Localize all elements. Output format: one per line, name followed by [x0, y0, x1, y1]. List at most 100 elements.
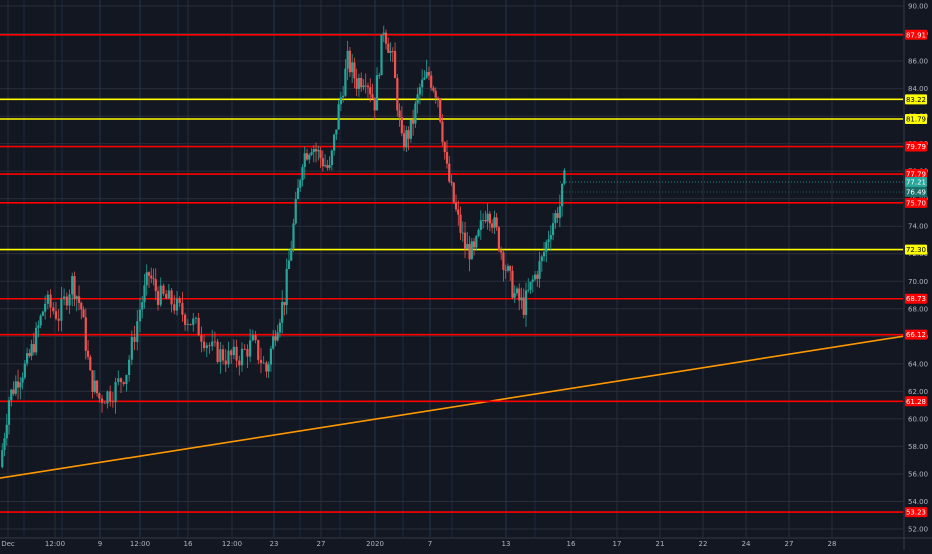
candle-body — [39, 315, 42, 326]
candle-body — [335, 129, 338, 135]
candle-body — [80, 302, 83, 310]
candle-body — [434, 90, 437, 98]
level-tag — [905, 396, 927, 407]
candle-body — [500, 249, 503, 253]
price-axis[interactable]: 52.0054.0056.0058.0060.0062.0064.0066.00… — [903, 0, 928, 550]
candle-body — [344, 68, 347, 96]
level-tag-label: 68.73 — [906, 295, 926, 303]
candle-body — [312, 148, 315, 153]
candle-body — [235, 346, 238, 361]
candle-body — [389, 51, 392, 53]
candle-body — [281, 301, 284, 323]
price-tag-label: 77.21 — [906, 179, 926, 187]
candle-body — [314, 148, 318, 152]
candle-body — [459, 214, 462, 233]
candle-body — [450, 181, 453, 183]
candle-body — [357, 77, 361, 89]
candle-body — [443, 142, 446, 153]
candle-body — [482, 219, 485, 221]
candle-body — [342, 95, 345, 98]
candle-body — [524, 290, 528, 315]
candle-body — [463, 232, 467, 250]
price-tag — [905, 186, 927, 197]
candle-body — [511, 270, 514, 298]
candle-body — [173, 304, 176, 311]
y-tick-label: 58.00 — [908, 443, 928, 451]
candle-body — [536, 274, 539, 279]
candle-body — [484, 219, 487, 222]
candle-body — [348, 50, 352, 73]
candle-body — [375, 75, 379, 111]
candle-body — [531, 279, 534, 282]
candle-body — [19, 382, 22, 388]
candle-body — [16, 381, 20, 388]
candle-body — [561, 183, 564, 207]
candle-body — [518, 288, 521, 301]
candle-body — [95, 380, 99, 394]
candle-body — [265, 362, 268, 372]
candle-body — [91, 370, 94, 392]
level-tag-label: 87.91 — [906, 31, 926, 39]
candle-body — [46, 294, 49, 304]
candle-body — [232, 346, 235, 356]
candle-body — [136, 321, 139, 342]
candle-body — [378, 75, 381, 76]
candle-body — [230, 350, 233, 356]
y-tick-label: 68.00 — [908, 305, 928, 313]
candle-body — [89, 356, 92, 371]
price-tag — [905, 177, 927, 188]
level-tag — [905, 244, 927, 255]
level-tag-label: 66.12 — [906, 331, 926, 339]
candle-body — [398, 110, 401, 118]
candle-body — [486, 213, 489, 222]
candle-body — [547, 239, 550, 242]
x-tick-label: Dec — [1, 540, 15, 548]
candle-body — [100, 398, 104, 403]
candle-body — [77, 296, 81, 303]
x-tick-label: 12:00 — [45, 540, 65, 548]
candle-body — [54, 311, 58, 319]
candle-body — [538, 261, 541, 279]
candle-body — [178, 298, 181, 303]
candle-body — [216, 341, 219, 362]
candle-body — [522, 297, 525, 315]
level-tag — [905, 293, 927, 304]
x-tick-label: 28 — [828, 540, 837, 548]
candle-body — [211, 341, 214, 347]
candle-body — [488, 213, 491, 224]
candle-body — [52, 307, 55, 312]
candle-body — [165, 293, 168, 299]
levels-layer — [0, 33, 903, 513]
candle-body — [475, 235, 478, 248]
candle-body — [351, 62, 354, 73]
candle-body — [117, 378, 120, 382]
candle-body — [472, 241, 476, 248]
candle-body — [364, 85, 367, 87]
candle-body — [49, 294, 52, 308]
candle-body — [213, 341, 217, 343]
x-tick-label: 16 — [184, 540, 193, 548]
candle-body — [219, 349, 222, 362]
candle-body — [175, 298, 179, 311]
candle-body — [515, 288, 519, 294]
candle-body — [82, 309, 85, 318]
candle-body — [147, 272, 151, 276]
candle-body — [170, 290, 173, 305]
candle-body — [251, 335, 254, 341]
candle-body — [506, 266, 510, 271]
candle-body — [493, 217, 496, 228]
candle-body — [21, 377, 24, 383]
candle-body — [73, 276, 76, 300]
time-axis[interactable]: Dec 12:00 9 12:00 16 12:00 23 27 2020 7 13 16 17 21 22… — [0, 537, 932, 548]
candle-body — [509, 266, 512, 271]
candle-body — [427, 71, 431, 76]
candle-body — [75, 296, 78, 300]
candle-body — [317, 150, 320, 152]
candle-body — [502, 252, 505, 270]
candle-body — [138, 309, 142, 322]
candle-body — [457, 209, 460, 215]
y-tick-label: 74.00 — [908, 223, 928, 231]
candle-body — [452, 182, 455, 203]
